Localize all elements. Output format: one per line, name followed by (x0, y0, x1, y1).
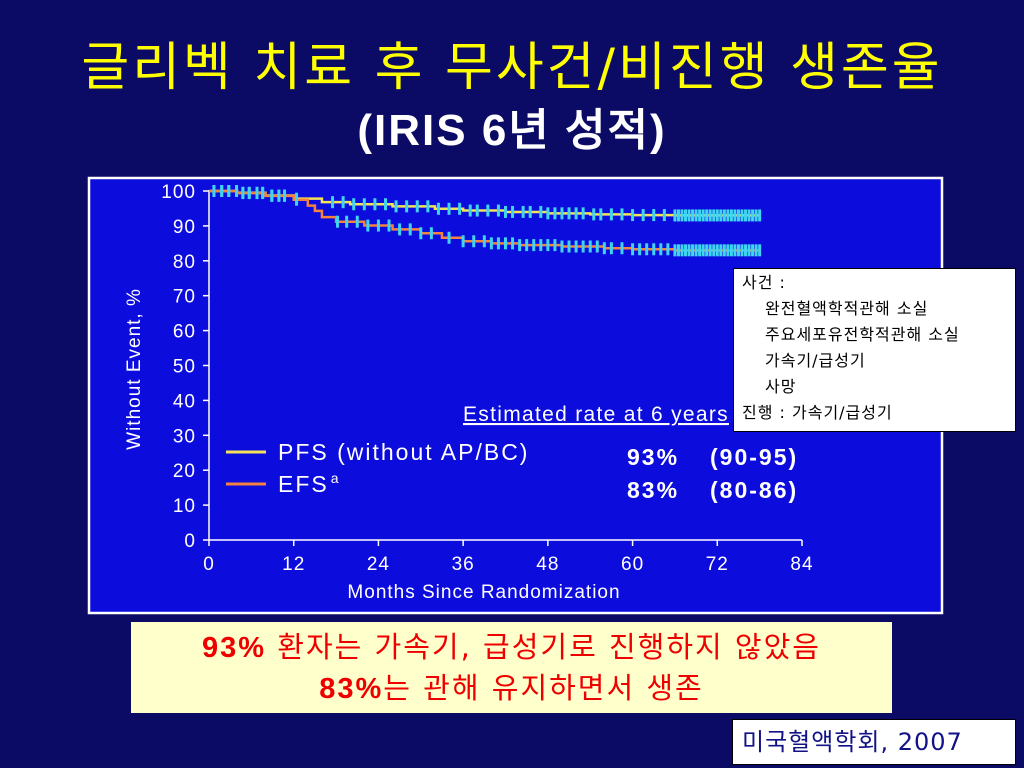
y-tick-label: 70 (173, 287, 196, 308)
y-tick-label: 60 (173, 322, 196, 343)
y-axis-label: Without Event, % (124, 288, 145, 450)
definition-heading-event: 사건 : (742, 273, 786, 292)
y-tick-label: 20 (173, 461, 196, 482)
x-axis-ticks: 0 12 24 36 48 60 72 84 (203, 540, 813, 575)
y-tick-label: 0 (184, 531, 196, 552)
legend: PFS (without AP/BC) EFS a (226, 439, 529, 497)
definition-item: 주요세포유전학적관해 소실 (765, 325, 960, 344)
legend-label-pfs: PFS (without AP/BC) (278, 439, 529, 465)
definition-heading-progression: 진행 : 가속기/급성기 (742, 403, 893, 422)
censor-marks (212, 185, 762, 257)
x-tick-label: 0 (203, 554, 215, 575)
y-tick-label: 50 (173, 357, 196, 378)
y-tick-label: 80 (173, 252, 196, 273)
summary-line-1: 93% 환자는 가속기, 급성기로 진행하지 않았음 (131, 627, 892, 668)
event-definitions-box: 사건 : 완전혈액학적관해 소실 주요세포유전학적관해 소실 가속기/급성기 사… (733, 268, 1016, 432)
definition-item: 가속기/급성기 (765, 351, 866, 370)
x-tick-label: 36 (452, 554, 475, 575)
x-axis-label: Months Since Randomization (347, 582, 620, 603)
slide-title: 글리벡 치료 후 무사건/비진행 생존율 (81, 38, 943, 98)
rate-efs-ci: (80-86) (710, 477, 798, 503)
rate-annotation: Estimated rate at 6 years 93% (90-95) 83… (463, 403, 798, 503)
rate-pfs-value: 93% (627, 444, 679, 470)
y-tick-label: 100 (161, 182, 196, 203)
x-tick-label: 48 (536, 554, 559, 575)
summary-text-2: 는 관해 유지하면서 생존 (383, 671, 704, 705)
summary-highlight-1: 93% (202, 632, 267, 664)
rate-pfs-ci: (90-95) (710, 444, 798, 470)
legend-label-efs: EFS (278, 471, 329, 497)
x-tick-label: 60 (621, 554, 644, 575)
summary-line-2: 83%는 관해 유지하면서 생존 (131, 668, 892, 709)
rate-efs-value: 83% (627, 477, 679, 503)
x-tick-label: 84 (790, 554, 813, 575)
y-tick-label: 10 (173, 496, 196, 517)
y-tick-label: 90 (173, 217, 196, 238)
x-tick-label: 24 (367, 554, 390, 575)
summary-box: 93% 환자는 가속기, 급성기로 진행하지 않았음 83%는 관해 유지하면서… (131, 622, 892, 713)
rate-header: Estimated rate at 6 years (463, 403, 729, 426)
definition-item: 사망 (765, 377, 797, 396)
y-tick-label: 40 (173, 391, 196, 412)
summary-text-1: 환자는 가속기, 급성기로 진행하지 않았음 (266, 630, 821, 664)
x-tick-label: 12 (282, 554, 305, 575)
y-axis-ticks: 0 10 20 30 40 50 60 70 80 90 100 (161, 182, 209, 552)
legend-label-efs-superscript: a (331, 470, 341, 486)
citation: 미국혈액학회, 2007 (732, 719, 1016, 765)
slide-subtitle: (IRIS 6년 성적) (357, 106, 667, 155)
x-tick-label: 72 (706, 554, 729, 575)
y-tick-label: 30 (173, 426, 196, 447)
summary-highlight-2: 83% (319, 673, 384, 705)
definition-item: 완전혈액학적관해 소실 (765, 299, 929, 318)
legend-entry-efs: EFS a (278, 470, 341, 497)
